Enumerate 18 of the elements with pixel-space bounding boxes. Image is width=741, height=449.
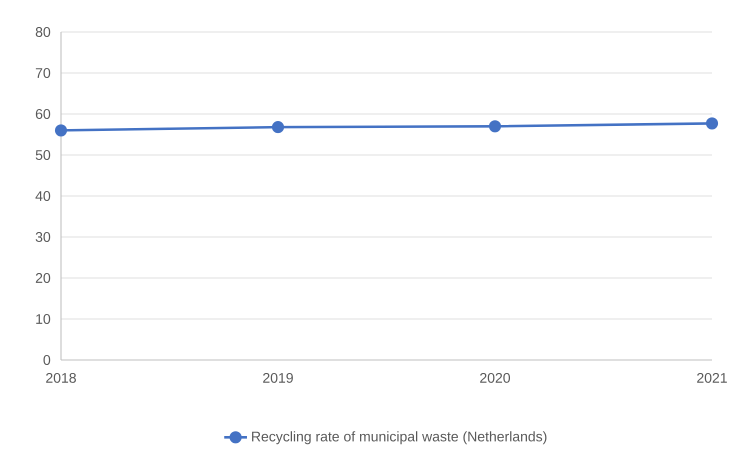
x-tick-label: 2019 (263, 372, 293, 383)
y-tick-label: 60 (36, 109, 50, 119)
legend-label: Recycling rate of municipal waste (Netherlands) (252, 431, 546, 444)
y-tick-label: 20 (36, 273, 50, 283)
y-tick-label: 30 (36, 232, 50, 242)
y-tick-label: 70 (36, 68, 50, 78)
y-tick-label: 80 (36, 27, 50, 37)
x-tick-label: 2021 (697, 372, 727, 383)
x-tick-label: 2018 (46, 372, 76, 383)
point (488, 120, 502, 132)
y-tick-label: 50 (36, 150, 50, 160)
y-tick-label: 10 (36, 314, 50, 324)
point (54, 124, 68, 136)
x-tick-label: 2020 (480, 372, 510, 383)
y-tick-label: 40 (35, 191, 50, 201)
point (706, 117, 718, 130)
y-tick-label: 0 (43, 355, 50, 365)
point (272, 121, 284, 134)
